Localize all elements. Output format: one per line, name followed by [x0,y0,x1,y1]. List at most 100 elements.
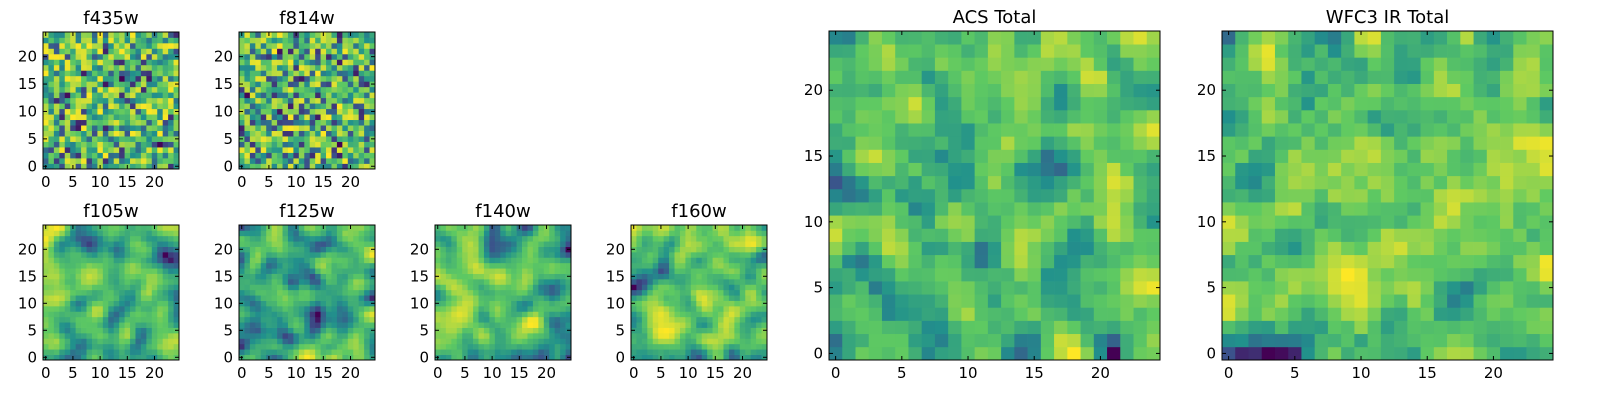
cell [309,268,316,274]
cell [1433,294,1448,308]
cell [1248,188,1263,203]
cell [739,306,746,312]
cell [532,230,539,237]
cell [113,235,120,242]
cell [336,163,343,170]
cell [282,70,289,77]
axes-frame [238,31,376,170]
cell [119,257,125,264]
cell [102,86,109,93]
cell [1407,346,1421,361]
cell [271,136,278,142]
cell [701,354,708,361]
cell [761,279,768,285]
cell [135,349,142,355]
cell [255,64,262,71]
cell [1054,149,1068,163]
cell [1120,228,1134,242]
cell [440,295,447,301]
cell [369,349,376,355]
cell [881,109,896,124]
cell [369,141,376,148]
cell [260,103,267,110]
cell [522,300,528,307]
cell [249,316,256,323]
cell [108,158,115,164]
cell [81,158,87,164]
cell [353,108,360,115]
cell [119,295,125,301]
cell [70,114,76,121]
cell [1433,346,1448,361]
cell [293,119,300,126]
cell [1054,175,1068,190]
cell [750,300,757,307]
cell [948,31,962,45]
cell [43,268,49,274]
cell [48,289,55,296]
cell [1407,175,1421,190]
cell [173,322,180,328]
cell [135,86,142,93]
cell [1054,162,1068,177]
cell [255,225,262,231]
cell [718,246,724,253]
cell [489,295,496,301]
cell [1407,149,1421,163]
cell [91,59,98,66]
cell [91,241,98,247]
cell [1473,202,1488,216]
cell [244,241,251,247]
cell [86,252,93,258]
cell [298,252,305,258]
cell [728,273,735,280]
cell [140,279,147,285]
cell [315,163,321,170]
cell [855,70,870,84]
cell [1394,307,1408,321]
cell [728,289,735,296]
cell [298,322,305,328]
cell [75,147,82,153]
cell [255,37,262,44]
cell [91,97,98,104]
cell [829,57,843,71]
cell [750,225,757,231]
cell [266,92,272,99]
cell [631,289,637,296]
cell [277,119,283,126]
cell [1433,267,1448,282]
cell [298,343,305,350]
cell [505,273,512,280]
cell [353,92,360,99]
cell [532,284,539,291]
cell [293,289,300,296]
cell [320,70,327,77]
cell [64,306,71,312]
cell [70,235,76,242]
cell [244,300,251,307]
cell [1433,175,1448,190]
cell [168,279,174,285]
cell [140,295,147,301]
cell [1014,215,1028,229]
cell [255,141,262,148]
cell [162,141,169,148]
cell [489,333,496,339]
cell [97,262,104,269]
cell [168,48,174,55]
cell [70,75,76,82]
cell [91,316,98,323]
cell [364,37,370,44]
cell [1301,267,1316,282]
cell [948,294,962,308]
cell [663,354,670,361]
cell [331,59,338,66]
cell [921,241,936,256]
cell [331,141,338,148]
cell [679,230,686,237]
cell [473,230,479,237]
cell [1314,281,1329,295]
cell [287,81,294,88]
cell [674,354,681,361]
